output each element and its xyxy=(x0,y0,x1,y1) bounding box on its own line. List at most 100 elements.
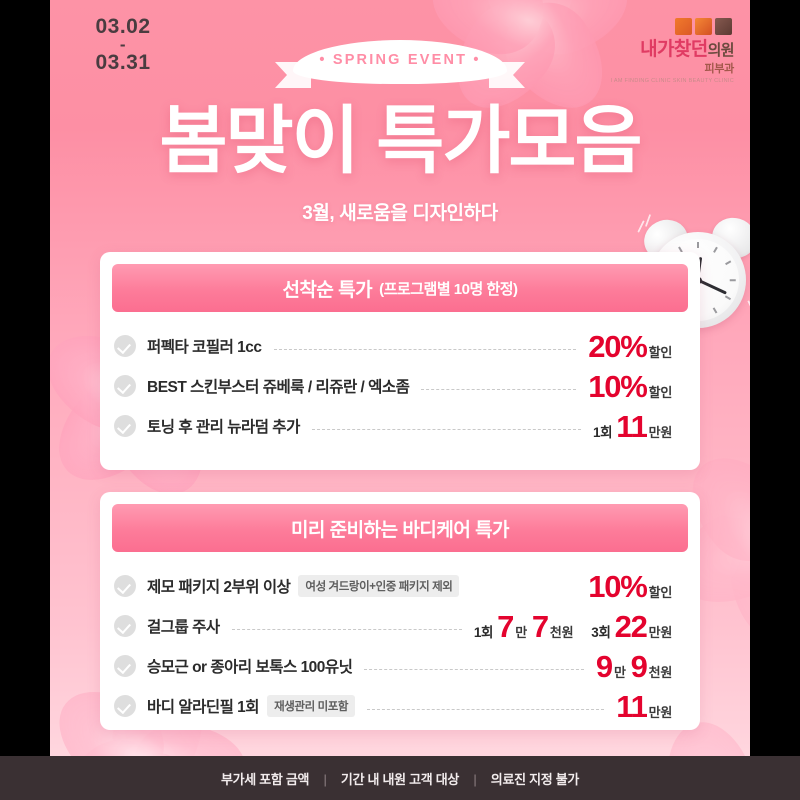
dotted-leader xyxy=(311,428,581,430)
item-label: 바디 알라딘필 1회 xyxy=(147,699,260,716)
spring-event-ribbon: • SPRING EVENT • xyxy=(275,40,525,92)
price-unit: 할인 xyxy=(648,344,673,360)
logo-brand: 내가찾던 xyxy=(640,39,708,60)
promo-card-first-come: 선착순 특가 (프로그램별 10명 한정) 퍼펙타 코필러 1cc 20% 할인… xyxy=(100,252,700,470)
price-unit: 만원 xyxy=(648,424,673,440)
footer-bar: 부가세 포함 금액 | 기간 내 내원 고객 대상 | 의료진 지정 불가 xyxy=(0,756,800,800)
footer-separator: | xyxy=(323,771,327,787)
list-item[interactable]: 걸그룹 주사 1회 7 만 7 천원 3회 22 만원 xyxy=(114,606,672,646)
event-date-range: 03.02 - 03.31 xyxy=(78,15,168,74)
check-circle-icon xyxy=(114,335,136,357)
date-end: 03.31 xyxy=(95,50,151,74)
section-title-1: 선착순 특가 xyxy=(282,279,373,301)
footer-separator: | xyxy=(473,771,477,787)
price-value-2: 7 xyxy=(531,608,549,644)
price-value: 20% xyxy=(588,328,648,364)
price-count: 3회 xyxy=(591,624,611,640)
price-value: 9 xyxy=(595,648,613,684)
item-price: 11 만원 xyxy=(616,691,672,722)
section-subtitle-1: (프로그램별 10명 한정) xyxy=(379,280,518,298)
dotted-leader xyxy=(364,668,584,670)
poster-canvas: 03.02 - 03.31 내가찾던의원 피부과 I AM FINDING CL… xyxy=(50,0,750,800)
logo-square-1-icon xyxy=(675,18,692,35)
item-price: 1회 7 만 7 천원 xyxy=(473,608,574,644)
item-label: 퍼펙타 코필러 1cc xyxy=(147,339,262,356)
check-circle-icon xyxy=(114,695,136,717)
item-label: 토닝 후 관리 뉴라덤 추가 xyxy=(147,419,300,436)
date-start: 03.02 xyxy=(95,15,151,38)
ribbon-label: • SPRING EVENT • xyxy=(319,52,481,68)
clock-shake-line-icon xyxy=(747,300,750,313)
item-label: 승모근 or 종아리 보톡스 100유닛 xyxy=(147,659,353,676)
clinic-logo[interactable]: 내가찾던의원 피부과 I AM FINDING CLINIC SKIN BEAU… xyxy=(574,18,735,84)
item-price: 20% 할인 xyxy=(588,331,672,362)
price-value: 11 xyxy=(616,688,648,724)
item-note-tag: 재생관리 미포함 xyxy=(267,695,356,717)
footer-item-3: 의료진 지정 불가 xyxy=(490,771,580,787)
item-price: 9 만 9 천원 xyxy=(596,651,672,682)
logo-main-text: 내가찾던의원 xyxy=(574,39,735,60)
logo-squares-icon xyxy=(675,18,732,35)
price-value: 10% xyxy=(588,568,648,604)
check-circle-icon xyxy=(114,655,136,677)
section-title-2: 미리 준비하는 바디케어 특가 xyxy=(290,519,510,541)
item-label: BEST 스킨부스터 쥬베룩 / 리쥬란 / 엑소좀 xyxy=(147,379,410,396)
clock-minute-hand-icon xyxy=(697,278,727,295)
list-item[interactable]: 바디 알라딘필 1회 재생관리 미포함 11 만원 xyxy=(114,686,672,726)
logo-square-3-icon xyxy=(715,18,732,35)
item-label: 걸그룹 주사 xyxy=(147,619,220,636)
section-header-1: 선착순 특가 (프로그램별 10명 한정) xyxy=(112,264,688,312)
check-circle-icon xyxy=(114,415,136,437)
page-title: 봄맞이 특가모음 xyxy=(159,99,642,182)
logo-square-2-icon xyxy=(695,18,712,35)
price-unit: 할인 xyxy=(648,384,673,400)
price-unit: 만 xyxy=(515,624,527,640)
item-price: 1회 11 만원 xyxy=(593,411,672,442)
clock-shake-line-icon xyxy=(637,220,645,233)
footer-notice: 부가세 포함 금액 | 기간 내 내원 고객 대상 | 의료진 지정 불가 xyxy=(221,769,579,788)
price-unit: 할인 xyxy=(648,584,673,600)
item-label: 제모 패키지 2부위 이상 xyxy=(147,579,291,596)
item-price: 10% 할인 xyxy=(588,371,672,402)
dotted-leader xyxy=(367,708,605,710)
dotted-leader xyxy=(231,628,462,630)
price-value: 10% xyxy=(588,368,648,404)
page-subtitle: 3월, 새로움을 디자인하다 xyxy=(302,203,498,224)
list-item[interactable]: 퍼펙타 코필러 1cc 20% 할인 xyxy=(114,326,672,366)
price-value: 7 xyxy=(497,608,514,644)
footer-item-1: 부가세 포함 금액 xyxy=(220,771,310,787)
promo-list-1: 퍼펙타 코필러 1cc 20% 할인 BEST 스킨부스터 쥬베룩 / 리쥬란 … xyxy=(100,312,700,446)
price-unit-2: 천원 xyxy=(549,624,574,640)
dotted-leader xyxy=(421,388,577,390)
price-value: 11 xyxy=(616,408,648,444)
promo-card-bodycare: 미리 준비하는 바디케어 특가 제모 패키지 2부위 이상 여성 겨드랑이+인중… xyxy=(100,492,700,730)
price-unit-2: 천원 xyxy=(648,664,673,680)
price-count: 1회 xyxy=(592,424,613,440)
promo-list-2: 제모 패키지 2부위 이상 여성 겨드랑이+인중 패키지 제외 10% 할인 걸… xyxy=(100,552,700,726)
check-circle-icon xyxy=(114,375,136,397)
price-value-2: 9 xyxy=(630,648,648,684)
logo-department: 피부과 xyxy=(704,63,735,75)
section-header-2: 미리 준비하는 바디케어 특가 xyxy=(112,504,688,552)
check-circle-icon xyxy=(114,575,136,597)
ribbon-body: • SPRING EVENT • xyxy=(293,40,507,84)
item-price: 10% 할인 xyxy=(588,571,672,602)
list-item[interactable]: 승모근 or 종아리 보톡스 100유닛 9 만 9 천원 xyxy=(114,646,672,686)
price-count: 1회 xyxy=(473,624,494,640)
footer-item-2: 기간 내 내원 고객 대상 xyxy=(340,771,460,787)
price-value: 22 xyxy=(614,608,648,644)
check-circle-icon xyxy=(114,615,136,637)
item-note-tag: 여성 겨드랑이+인중 패키지 제외 xyxy=(298,575,460,597)
logo-clinic: 의원 xyxy=(707,42,735,59)
list-item[interactable]: 토닝 후 관리 뉴라덤 추가 1회 11 만원 xyxy=(114,406,672,446)
logo-tagline: I AM FINDING CLINIC SKIN BEAUTY CLINIC xyxy=(610,78,734,84)
dotted-leader xyxy=(273,348,577,350)
price-unit: 만원 xyxy=(648,704,673,720)
price-unit: 만원 xyxy=(648,624,673,640)
item-price-alt: 3회 22 만원 xyxy=(591,611,672,642)
list-item[interactable]: BEST 스킨부스터 쥬베룩 / 리쥬란 / 엑소좀 10% 할인 xyxy=(114,366,672,406)
date-dash: - xyxy=(119,35,127,55)
list-item[interactable]: 제모 패키지 2부위 이상 여성 겨드랑이+인중 패키지 제외 10% 할인 xyxy=(114,566,672,606)
price-unit: 만 xyxy=(613,664,626,680)
